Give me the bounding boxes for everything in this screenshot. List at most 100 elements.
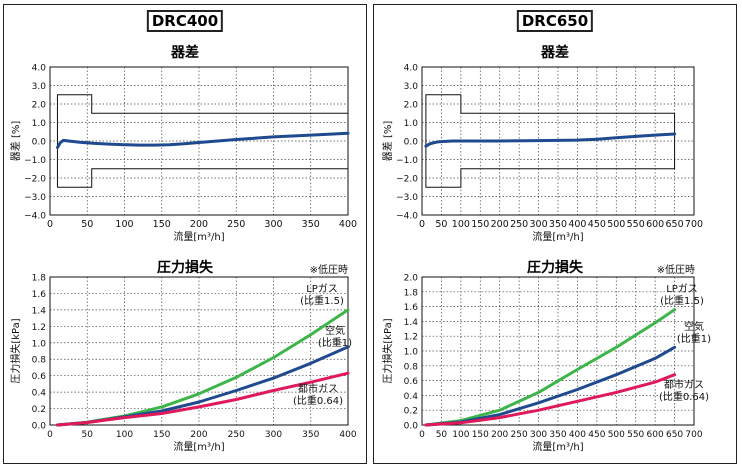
plot-frame: [49, 276, 349, 426]
x-axis-label: 流量[m³/h]: [532, 230, 583, 243]
y-tick-label: 1.0: [404, 348, 419, 358]
series-label: (比重0.64): [293, 394, 343, 407]
y-tick-label: 4.0: [32, 64, 47, 74]
chart-title-accuracy: 器差: [171, 45, 199, 61]
x-tick-label: 100: [452, 430, 469, 440]
series-label: 都市ガス: [664, 378, 704, 391]
x-tick-label: 50: [82, 430, 94, 440]
y-tick-label: −4.0: [396, 212, 418, 222]
x-tick-label: 250: [228, 430, 245, 440]
y-axis-label: 器差 [%]: [381, 121, 394, 162]
panel-drc400: DRC400 器差 圧力損失 0 50 100 150 200 250 300 350 400 −…: [3, 4, 367, 464]
y-tick-label: 3.0: [404, 82, 419, 92]
y-axis-label: 圧力損失[kPa]: [9, 318, 22, 383]
chart-note: ※低圧時: [310, 263, 348, 276]
chart-note: ※低圧時: [657, 263, 695, 276]
x-tick-label: 650: [666, 219, 684, 230]
y-tick-label: 1.0: [404, 119, 419, 129]
series-label: 空気: [684, 320, 704, 333]
y-tick-label: 0.0: [404, 138, 419, 148]
x-tick-label: 300: [264, 219, 282, 230]
x-tick-label: 400: [569, 430, 586, 440]
x-tick-label: 0: [47, 430, 53, 440]
y-tick-label: 0.8: [404, 362, 419, 372]
x-tick-label: 300: [530, 430, 547, 440]
y-tick-label: 0.2: [32, 405, 46, 415]
series-line: [424, 132, 677, 148]
series-label: (比重0.64): [659, 390, 709, 403]
x-tick-label: 700: [685, 219, 703, 230]
y-tick-label: 0.6: [32, 372, 47, 382]
x-tick-label: 400: [339, 430, 356, 440]
x-tick-label: 300: [265, 430, 282, 440]
pressure-loss-chart-drc650: 0 50 100 150 200 250 300 350 400 450 500 550 600 650 7…: [381, 263, 711, 453]
y-tick-label: 2.0: [404, 274, 419, 284]
x-tick-label: 200: [190, 430, 207, 440]
x-tick-label: 250: [511, 430, 528, 440]
x-axis-label: 流量[m³/h]: [173, 440, 224, 453]
chart-title-accuracy: 器差: [541, 45, 569, 61]
x-tick-label: 350: [549, 430, 566, 440]
y-tick-label: −2.0: [396, 175, 418, 185]
x-tick-label: 450: [588, 219, 606, 230]
x-tick-label: 450: [588, 430, 605, 440]
y-tick-label: 1.4: [32, 306, 47, 316]
y-tick-label: 1.2: [404, 333, 418, 343]
x-tick-label: 50: [436, 430, 448, 440]
y-tick-label: 4.0: [404, 64, 419, 74]
x-tick-label: 100: [116, 430, 133, 440]
series-label: (比重1): [318, 336, 352, 349]
y-tick-label: −1.0: [396, 156, 418, 166]
series-line: [424, 373, 677, 427]
y-tick-label: 1.8: [32, 274, 47, 284]
y-tick-label: −3.0: [396, 193, 418, 203]
x-tick-label: 0: [47, 219, 53, 230]
x-tick-label: 0: [419, 219, 425, 230]
y-tick-label: −4.0: [24, 212, 46, 222]
y-tick-label: −1.0: [24, 156, 46, 166]
panel-drc650: DRC650 器差 圧力損失 0 50 100 150 200 250 300 350 400 4…: [373, 4, 737, 464]
pressure-loss-chart-drc400: 0 50 100 150 200 250 300 350 400 0.0 0.2 0.4 0.6 0.8 1…: [9, 263, 357, 453]
series-label: LPガス: [666, 283, 698, 295]
series-label: (比重1.5): [300, 294, 344, 307]
y-tick-label: 3.0: [32, 82, 47, 92]
x-tick-label: 550: [627, 430, 644, 440]
x-tick-label: 200: [491, 430, 508, 440]
x-tick-label: 500: [608, 430, 625, 440]
chart-title-pressure-loss: 圧力損失: [527, 260, 583, 276]
plot-frame: [421, 66, 695, 216]
model-label: DRC650: [516, 10, 594, 32]
series-label: (比重1): [677, 332, 711, 345]
y-tick-label: 0.4: [404, 392, 419, 402]
y-tick-label: 1.0: [32, 339, 47, 349]
series-line: [56, 131, 350, 149]
chart-title-pressure-loss: 圧力損失: [157, 260, 213, 276]
x-tick-label: 350: [549, 219, 567, 230]
y-tick-label: 0.0: [32, 422, 47, 432]
y-tick-label: 1.2: [32, 323, 46, 333]
y-tick-label: 0.0: [404, 422, 419, 432]
x-tick-label: 150: [153, 219, 171, 230]
x-tick-label: 550: [627, 219, 645, 230]
series-line: [424, 308, 677, 427]
x-tick-label: 200: [190, 219, 208, 230]
x-tick-label: 150: [471, 219, 489, 230]
x-tick-label: 0: [419, 430, 425, 440]
series-label: 空気: [325, 324, 345, 337]
y-tick-label: 1.0: [32, 119, 47, 129]
y-tick-label: 0.6: [404, 377, 419, 387]
x-tick-label: 300: [530, 219, 548, 230]
x-tick-label: 650: [666, 430, 683, 440]
y-axis-label: 器差 [%]: [9, 121, 22, 162]
tolerance-band: [56, 94, 349, 188]
x-tick-label: 150: [153, 430, 170, 440]
x-tick-label: 250: [227, 219, 245, 230]
x-tick-label: 700: [685, 430, 702, 440]
model-label: DRC400: [146, 10, 224, 32]
y-tick-label: −2.0: [24, 175, 46, 185]
accuracy-chart-drc400: 0 50 100 150 200 250 300 350 400 −4.0 −3.0 −2.0 −1.0…: [9, 64, 357, 244]
x-tick-label: 150: [472, 430, 489, 440]
x-tick-label: 500: [607, 219, 625, 230]
y-axis-label: 圧力損失[kPa]: [381, 318, 394, 383]
series-label: 都市ガス: [298, 382, 338, 395]
